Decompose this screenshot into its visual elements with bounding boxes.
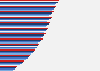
Bar [0, 32, 44, 33]
Bar [0, 66, 17, 67]
Bar [0, 70, 13, 71]
Bar [0, 42, 38, 44]
Bar [0, 15, 49, 16]
Bar [0, 3, 56, 4]
Bar [0, 67, 16, 68]
Bar [0, 38, 43, 40]
Bar [0, 55, 30, 56]
Bar [0, 25, 48, 26]
Bar [0, 0, 59, 1]
Bar [0, 56, 29, 57]
Bar [0, 23, 49, 25]
Bar [0, 52, 33, 53]
Bar [0, 28, 48, 29]
Bar [0, 26, 46, 27]
Bar [0, 17, 52, 18]
Bar [0, 2, 58, 3]
Bar [0, 10, 52, 11]
Bar [0, 37, 41, 38]
Bar [0, 51, 34, 52]
Bar [0, 14, 51, 15]
Bar [0, 22, 50, 23]
Bar [0, 45, 38, 46]
Bar [0, 41, 40, 42]
Bar [0, 21, 48, 22]
Bar [0, 48, 35, 49]
Bar [0, 59, 26, 60]
Bar [0, 6, 56, 7]
Bar [0, 36, 43, 37]
Bar [0, 44, 39, 45]
Bar [0, 11, 54, 12]
Bar [0, 4, 55, 5]
Bar [0, 64, 20, 65]
Bar [0, 68, 15, 70]
Bar [0, 53, 31, 55]
Bar [0, 63, 22, 64]
Bar [0, 62, 23, 63]
Bar [0, 29, 47, 30]
Bar [0, 19, 49, 20]
Bar [0, 47, 36, 48]
Bar [0, 49, 35, 51]
Bar [0, 34, 44, 36]
Bar [0, 60, 24, 62]
Bar [0, 33, 46, 34]
Bar [0, 58, 28, 59]
Bar [0, 8, 54, 10]
Bar [0, 12, 52, 14]
Bar [0, 40, 41, 41]
Bar [0, 30, 46, 31]
Bar [0, 7, 55, 8]
Bar [0, 18, 50, 19]
